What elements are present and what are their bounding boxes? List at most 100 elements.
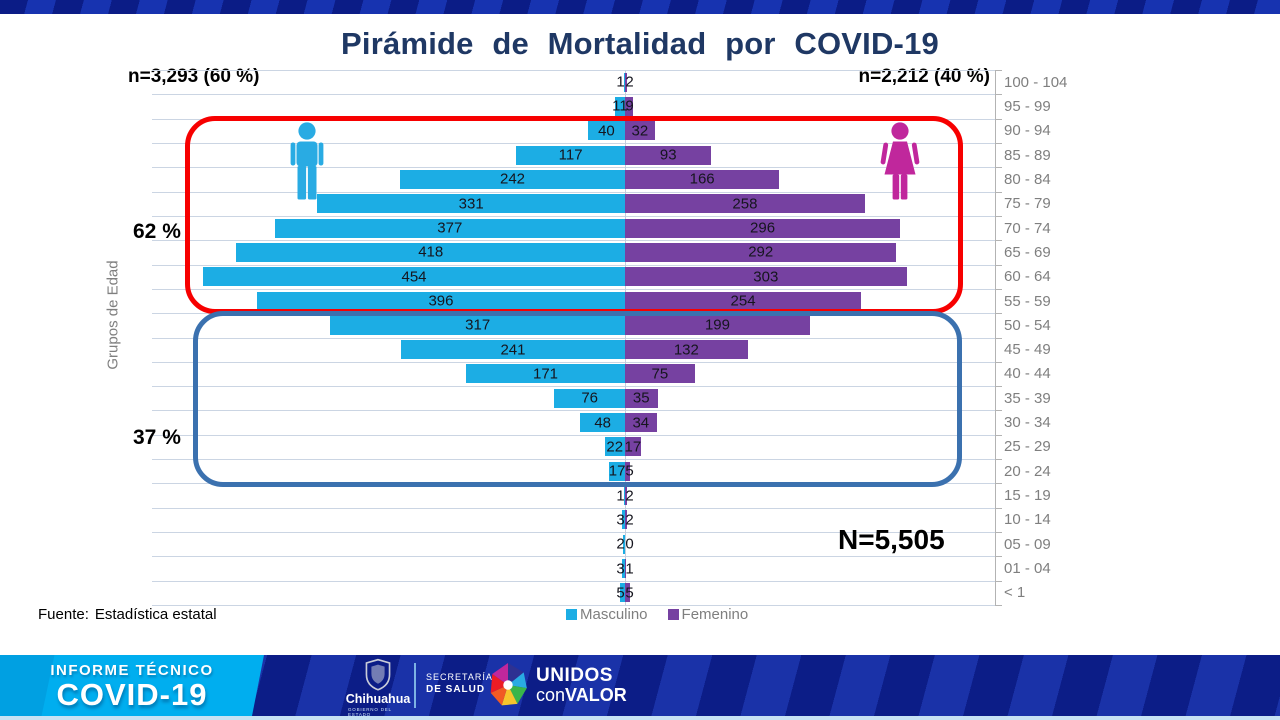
female-bar [625,583,630,603]
category-axis-line [995,70,996,605]
female-bar [625,510,627,530]
gridline [152,556,995,557]
female-bar [625,388,658,408]
female-value-label: 132 [673,341,699,359]
female-value-label: 296 [750,219,776,237]
axis-tick [995,338,1002,339]
cyan-accent-stripe [0,655,54,716]
unidos-con-valor-logo: UNIDOS conVALOR [486,661,627,709]
female-value-label: 292 [748,243,774,261]
secretaria-de-salud-logo: SECRETARÍA DE SALUD [426,672,493,695]
gridline [152,459,995,460]
female-bar [625,121,655,141]
male-value-label: 76 [581,389,599,407]
male-figure-icon [290,122,324,200]
female-value-label: 2 [625,511,634,529]
male-bar [580,413,625,433]
female-bar [625,145,712,165]
axis-tick [995,192,1002,193]
female-bar [625,413,657,433]
female-bar [625,242,897,262]
informe-tecnico-block: INFORME TÉCNICO COVID-19 [0,655,264,716]
age-group-label: < 1 [1004,584,1026,602]
male-bar [604,437,625,457]
legend-item-masculino: Masculino [566,606,648,623]
male-value-label: 171 [533,365,559,383]
female-value-label: 166 [689,170,715,188]
de-salud-label: DE SALUD [426,684,486,695]
top-stripe-banner [0,0,1280,14]
male-bar [466,364,625,384]
female-bar [625,72,627,92]
bottom-light-strip [0,716,1280,720]
axis-tick [995,386,1002,387]
female-total-label: n=2,212 (40 %) [858,66,991,87]
page-title: Pirámide de Mortalidad por COVID-19 [341,26,939,61]
gridline [152,435,995,436]
chart-legend: Masculino Femenino [566,606,748,623]
femenino-swatch-icon [667,609,679,620]
male-value-label: 40 [598,122,615,140]
gridline [152,70,995,71]
axis-tick [995,508,1002,509]
female-bar [625,218,901,238]
male-value-label: 331 [458,195,484,213]
male-bar [554,388,625,408]
axis-tick [995,94,1002,95]
age-group-label: 30 - 34 [1004,414,1051,432]
chihuahua-shield-icon [365,658,391,691]
female-figure-icon [880,122,920,200]
male-bar [609,461,625,481]
female-bar [625,169,780,189]
age-group-label: 100 - 104 [1004,73,1068,91]
female-value-label: 303 [753,268,779,286]
axis-tick [995,167,1002,168]
age-group-label: 35 - 39 [1004,389,1051,407]
gobierno-del-estado-label: GOBIERNO DEL ESTADO [348,707,392,717]
source-label: Fuente: [38,606,89,623]
male-value-label: 11 [612,97,628,115]
male-value-label: 5 [616,584,625,602]
female-value-label: 5 [625,584,634,602]
axis-tick [995,70,1002,71]
chihuahua-state-pinwheel-icon [490,663,527,706]
age-group-label: 75 - 79 [1004,195,1051,213]
axis-tick [995,483,1002,484]
masculino-swatch-icon [566,609,577,620]
unidos-label: UNIDOS [536,664,613,686]
gridline [152,313,995,314]
gridline [152,362,995,363]
male-value-label: 241 [500,341,526,359]
gridline [152,119,995,120]
female-value-label: 35 [632,389,650,407]
axis-tick [995,605,1002,606]
male-bar [620,583,625,603]
male-bar [256,291,625,311]
male-bar [400,169,625,189]
footer-divider [414,663,416,708]
age-group-label: 80 - 84 [1004,170,1051,188]
pyramid-center-axis [625,70,626,605]
male-bar [330,315,625,335]
footer-banner: INFORME TÉCNICO COVID-19 Chihuahua GOBIE… [0,655,1280,717]
female-bar [625,96,634,116]
male-bar [623,534,625,554]
axis-tick [995,265,1002,266]
female-value-label: 32 [631,122,649,140]
gridline [152,508,995,509]
male-value-label: 3 [616,560,625,578]
legend-label-femenino: Femenino [681,606,749,623]
male-value-label: 48 [594,414,612,432]
male-bar [614,96,625,116]
female-value-label: 75 [651,365,669,383]
chihuahua-wordmark: Chihuahua [345,692,411,706]
female-bar [625,364,695,384]
male-bar [274,218,625,238]
male-bar [236,242,625,262]
legend-item-femenino: Femenino [667,606,749,623]
female-bar [625,194,865,214]
age-group-label: 60 - 64 [1004,268,1051,286]
male-value-label: 2 [616,535,625,553]
age-group-label: 15 - 19 [1004,487,1051,505]
male-value-label: 396 [428,292,454,310]
